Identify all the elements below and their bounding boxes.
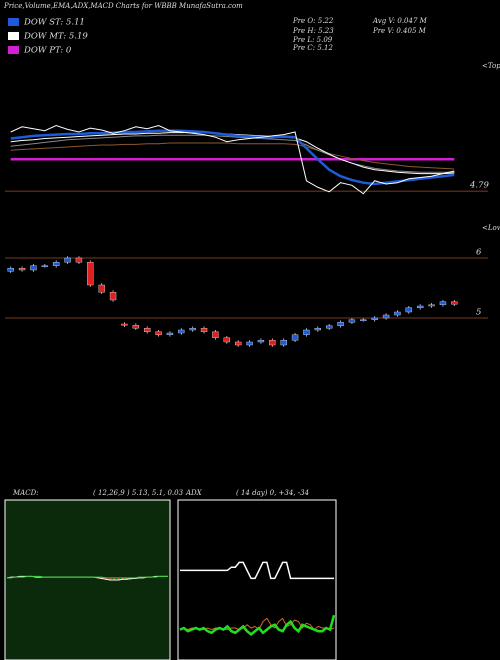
candle-body bbox=[121, 323, 128, 326]
candle-body bbox=[451, 301, 458, 305]
candle-body bbox=[439, 301, 447, 305]
legend-swatch bbox=[8, 18, 19, 26]
stat: Pre C: 5.12 bbox=[292, 44, 333, 52]
y-tick-label: 5 bbox=[476, 308, 481, 318]
candle-body bbox=[143, 328, 151, 333]
y-tick-label: 4.79 bbox=[469, 181, 490, 191]
candle-body bbox=[30, 265, 37, 271]
candle-body bbox=[189, 328, 196, 331]
candle-body bbox=[280, 340, 287, 346]
candle-body bbox=[166, 332, 174, 335]
candle-body bbox=[234, 341, 242, 346]
candle-body bbox=[178, 329, 185, 334]
candle-body bbox=[98, 284, 105, 293]
candle-body bbox=[405, 307, 413, 313]
series-line bbox=[10, 124, 455, 195]
page-title: Price,Volume,EMA,ADX,MACD Charts for WBB… bbox=[3, 2, 243, 10]
candle-body bbox=[257, 340, 265, 343]
histogram-bar bbox=[112, 577, 116, 581]
candle-body bbox=[269, 340, 276, 346]
candle-body bbox=[7, 268, 14, 272]
candle-body bbox=[394, 311, 401, 316]
candle-body bbox=[325, 325, 333, 329]
panel-subtitle: ( 14 day) 0, +34, -34 bbox=[236, 489, 309, 497]
candle-body bbox=[155, 331, 162, 335]
candle-body bbox=[64, 257, 71, 263]
panel-subtitle: ( 12,26,9 ) 5.13, 5.1, 0.03 bbox=[93, 489, 184, 497]
legend-label: DOW MT: 5.19 bbox=[23, 32, 88, 42]
marker-label: <Lows bbox=[482, 224, 500, 232]
candle-body bbox=[337, 322, 344, 327]
stat: Avg V: 0.047 M bbox=[372, 17, 428, 25]
series-line bbox=[179, 614, 336, 637]
series-line bbox=[10, 134, 455, 173]
candle-body bbox=[132, 325, 140, 329]
candle-body bbox=[360, 319, 367, 321]
legend-label: DOW ST: 5.11 bbox=[23, 18, 85, 28]
histogram-bar bbox=[108, 577, 112, 581]
legend-swatch bbox=[8, 46, 19, 54]
panel bbox=[177, 499, 337, 660]
stat: Pre V: 0.405 M bbox=[372, 27, 427, 35]
candle-body bbox=[75, 257, 83, 263]
candle-body bbox=[291, 334, 299, 341]
stat: Pre H: 5.23 bbox=[292, 27, 334, 35]
candle-body bbox=[109, 292, 117, 301]
panel-title: MACD: bbox=[12, 489, 39, 497]
candle-body bbox=[382, 314, 390, 319]
candle-body bbox=[371, 317, 378, 320]
panel bbox=[4, 499, 171, 660]
candle-body bbox=[200, 328, 208, 333]
candle-body bbox=[52, 262, 60, 267]
candle-body bbox=[223, 337, 231, 343]
series-line bbox=[10, 142, 455, 170]
candle-body bbox=[416, 305, 424, 308]
panel-title: ADX bbox=[185, 489, 203, 497]
y-tick-label: 6 bbox=[476, 248, 482, 258]
candle-body bbox=[428, 304, 435, 307]
marker-label: <Tops bbox=[482, 62, 500, 70]
series-line bbox=[7, 575, 168, 579]
candle-body bbox=[41, 265, 49, 267]
stat: Pre L: 5.09 bbox=[292, 36, 333, 44]
candle-body bbox=[18, 268, 26, 271]
series-line bbox=[179, 561, 335, 580]
candle-body bbox=[314, 328, 322, 331]
legend-label: DOW PT: 0 bbox=[23, 46, 72, 56]
histogram-bar bbox=[116, 577, 120, 581]
series-line bbox=[10, 129, 455, 186]
candle-body bbox=[212, 331, 219, 338]
candle-body bbox=[87, 262, 94, 286]
legend-swatch bbox=[8, 32, 19, 40]
candle-body bbox=[303, 329, 310, 336]
stat: Pre O: 5.22 bbox=[292, 17, 334, 25]
candle-body bbox=[246, 341, 253, 346]
candle-body bbox=[348, 319, 356, 323]
